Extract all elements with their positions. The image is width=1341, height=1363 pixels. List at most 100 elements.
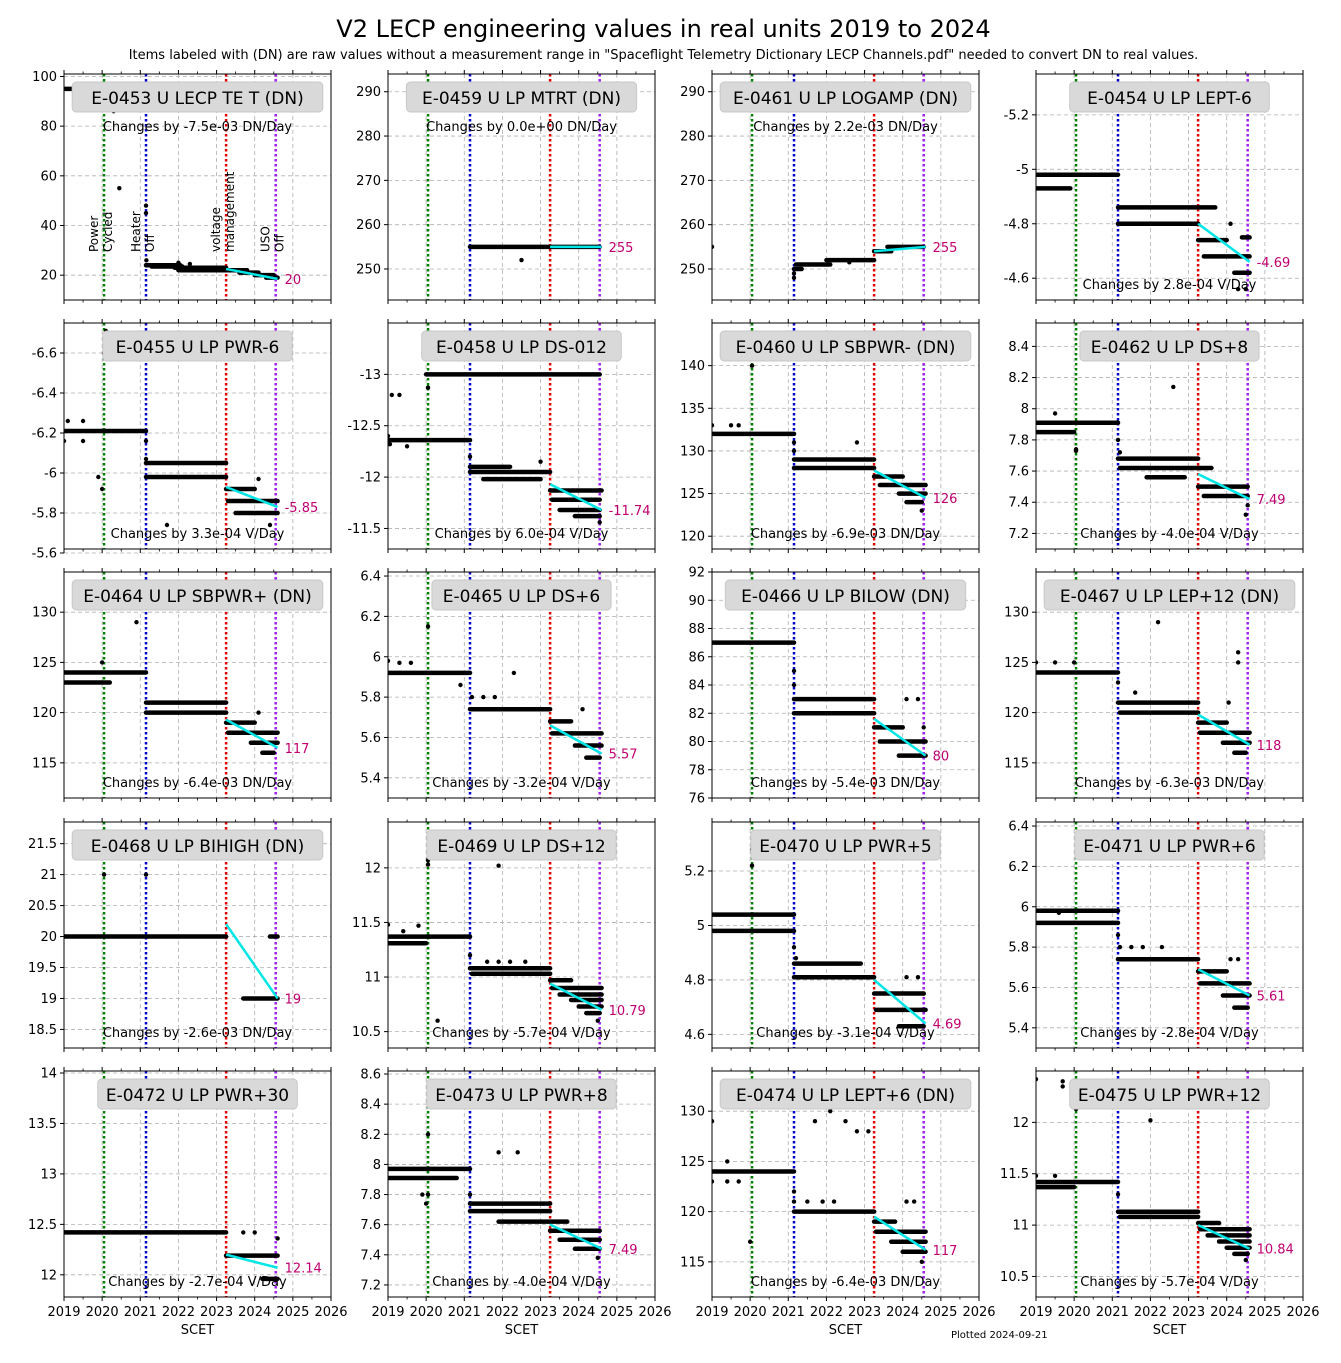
data-point <box>1235 650 1241 655</box>
data-point <box>99 660 105 665</box>
rate-of-change-label: Changes by -4.0e-04 V/Day <box>1080 527 1259 542</box>
data-point <box>791 1189 797 1194</box>
plot-area <box>1036 822 1252 1048</box>
data-point <box>749 863 755 868</box>
y-tick-label: 125 <box>680 487 705 502</box>
last-value-label: 117 <box>933 1244 958 1259</box>
y-tick-label: 6.4 <box>360 570 381 585</box>
data-point <box>828 1108 833 1114</box>
y-tick-label: 76 <box>688 792 705 807</box>
y-tick-label: 40 <box>40 219 57 234</box>
x-tick-label: 2026 <box>638 1305 671 1320</box>
axes-frame <box>387 821 656 1049</box>
y-tick-label: 21.5 <box>28 837 57 852</box>
y-tick-label: 115 <box>680 1255 705 1270</box>
y-tick-label: 13 <box>40 1167 57 1182</box>
y-tick-label: 120 <box>680 1205 705 1220</box>
panel-title-box <box>431 579 612 611</box>
figure-subtitle: Items labeled with (DN) are raw values w… <box>128 48 1199 63</box>
fit-line <box>549 724 603 755</box>
x-tick-label: 2025 <box>924 1305 957 1320</box>
axes-frame <box>1035 73 1304 301</box>
data-point <box>1148 1118 1153 1123</box>
last-value-label: 255 <box>933 241 958 256</box>
panel-7: 120 125 130 135 140 126 E-0460 U LP SBPWR- (DN… <box>680 319 980 553</box>
data-point <box>1052 1173 1058 1178</box>
data-point <box>425 1132 431 1137</box>
data-point <box>511 670 517 676</box>
x-tick-label: 2023 <box>524 1305 557 1320</box>
data-point <box>1226 700 1231 705</box>
y-tick-label: 11 <box>364 971 381 986</box>
data-point <box>921 991 926 996</box>
data-point <box>791 1199 797 1204</box>
y-tick-label: 250 <box>680 262 705 277</box>
plot-area <box>1036 323 1251 549</box>
x-tick-label: 2023 <box>200 1305 233 1320</box>
panel-title-box <box>750 829 941 861</box>
y-tick-label: 6.2 <box>360 610 381 625</box>
rate-of-change-label: Changes by 6.0e-04 V/Day <box>435 527 609 542</box>
data-point <box>99 486 105 492</box>
panel-3: 250 260 270 280 290 255 E-0461 U LP LOGAMP (DN… <box>680 70 980 304</box>
data-point <box>187 261 193 267</box>
rate-of-change-label: Changes by -5.7e-04 V/Day <box>1080 1275 1259 1290</box>
event-label: management <box>223 171 237 252</box>
x-tick-label: 2022 <box>1134 1305 1167 1320</box>
last-value-label: 7.49 <box>609 1243 638 1258</box>
data-point <box>515 1150 520 1155</box>
data-point <box>1235 957 1241 962</box>
last-value-label: 80 <box>933 750 950 765</box>
rate-of-change-label: Changes by -2.7e-04 V/Day <box>108 1275 287 1290</box>
data-point <box>143 203 149 208</box>
last-value-label: 20 <box>285 273 302 288</box>
x-tick-label: 2026 <box>314 1305 347 1320</box>
axes-frame <box>1035 821 1304 1049</box>
data-point <box>467 1192 473 1197</box>
data-point <box>1129 944 1134 950</box>
panel-title-box <box>719 81 972 113</box>
plot-area <box>64 1071 280 1297</box>
panel-14: 10.5 11 11.5 12 10.79 E-0469 U LP DS+12 Change… <box>352 818 656 1052</box>
data-point <box>843 1119 848 1124</box>
plot-area <box>388 323 604 549</box>
data-point <box>389 392 395 398</box>
x-tick-label: 2021 <box>772 1305 805 1320</box>
data-point <box>805 1199 810 1204</box>
data-point <box>256 710 261 715</box>
x-tick-label: 2022 <box>162 1305 195 1320</box>
fit-line <box>225 718 279 749</box>
data-point <box>507 959 513 964</box>
figure-title: V2 LECP engineering values in real units… <box>336 15 991 43</box>
data-point <box>496 1150 501 1155</box>
data-point <box>420 1192 425 1197</box>
x-tick-label: 2024 <box>886 1305 919 1320</box>
data-point <box>1228 957 1233 962</box>
rate-of-change-label: Changes by -5.4e-03 DN/Day <box>751 776 941 791</box>
y-tick-label: -5.2 <box>1004 108 1029 123</box>
fit-line <box>225 1253 278 1269</box>
data-point <box>919 1259 924 1265</box>
axes-frame <box>63 571 332 799</box>
y-tick-label: 120 <box>1004 706 1029 721</box>
panel-13: 18.5 19 19.5 20 20.5 21 21.5 19 E-0468 U LP BIHI… <box>28 818 332 1052</box>
data-point <box>401 928 406 934</box>
x-tick-label: 2019 <box>47 1305 80 1320</box>
data-point <box>425 1192 431 1197</box>
y-tick-label: 12 <box>364 861 381 876</box>
fit-line <box>1197 713 1251 746</box>
panel-title: E-0473 U LP PWR+8 <box>435 1086 607 1106</box>
data-point <box>1235 660 1241 665</box>
data-point <box>921 725 926 730</box>
panel-title-box <box>71 579 324 611</box>
data-point <box>1245 503 1250 508</box>
y-tick-label: 80 <box>688 735 705 750</box>
y-tick-label: 8.4 <box>360 1098 381 1113</box>
plot-area <box>1036 572 1252 798</box>
y-tick-label: 6.4 <box>1008 820 1029 835</box>
y-tick-label: 5.8 <box>360 691 381 706</box>
data-point <box>65 418 71 424</box>
data-point <box>1115 1192 1121 1197</box>
data-point <box>388 658 391 663</box>
plot-area <box>1036 74 1252 300</box>
